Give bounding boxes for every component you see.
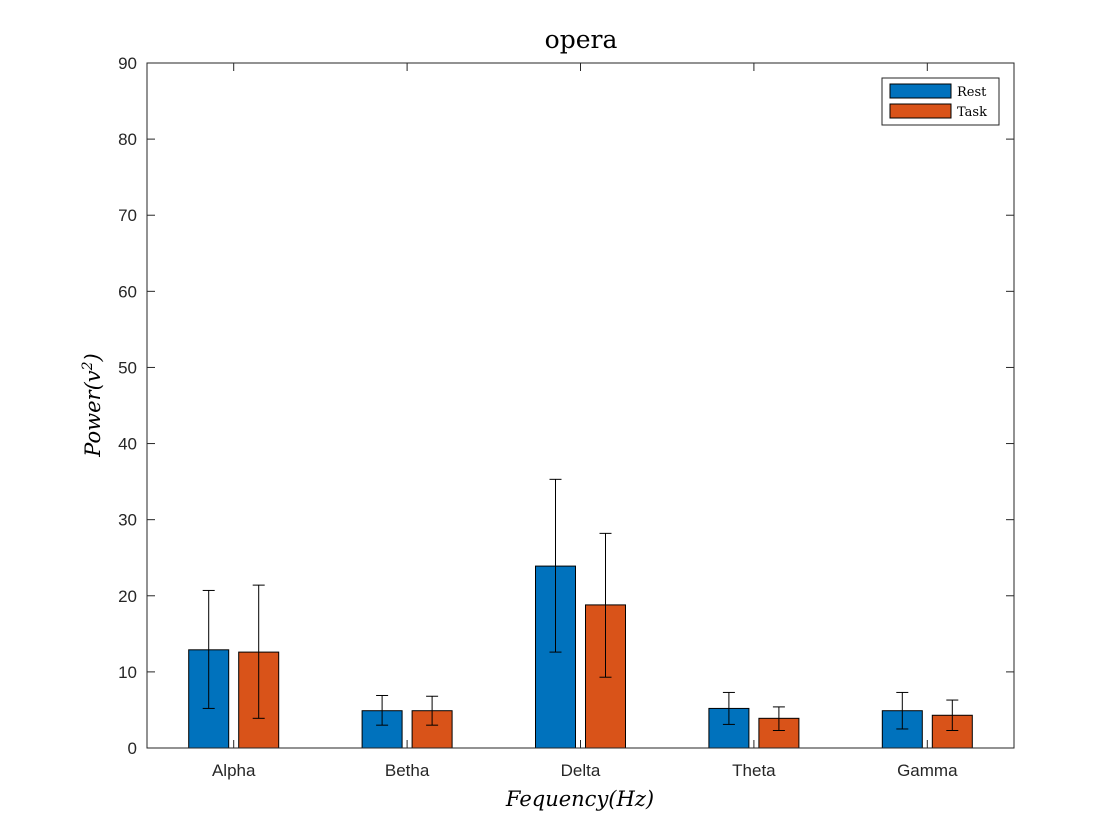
axes-frame	[146, 62, 1015, 749]
y-axis-label: Power(v2)	[80, 353, 105, 458]
legend-swatch-rest	[889, 83, 952, 99]
chart-title: opera	[545, 25, 618, 54]
y-tick-label-70: 70	[118, 206, 137, 225]
x-tick-label-theta: Theta	[732, 761, 776, 780]
legend: Rest Task	[881, 77, 1000, 126]
y-tick-label-20: 20	[118, 587, 137, 606]
y-tick-label-10: 10	[118, 663, 137, 682]
x-tick-label-betha: Betha	[385, 761, 430, 780]
x-axis-label: Fequency(Hz)	[505, 787, 654, 811]
y-tick-label-50: 50	[118, 358, 137, 377]
y-axis-label-exponent: 2	[80, 361, 96, 371]
y-tick-label-40: 40	[118, 435, 137, 454]
y-tick-label-90: 90	[118, 54, 137, 73]
bars-layer	[188, 478, 973, 749]
y-tick-label-60: 60	[118, 282, 137, 301]
legend-label-task: Task	[957, 105, 987, 120]
legend-swatch-task	[889, 103, 952, 119]
y-axis-label-prefix: Power(v	[81, 370, 105, 458]
axes-layer: Alpha Betha Delta Theta Gamma 0 10 20 30 40 50 60 70…	[118, 54, 1015, 780]
x-tick-label-gamma: Gamma	[897, 761, 958, 780]
x-tick-label-alpha: Alpha	[212, 761, 256, 780]
y-tick-label-80: 80	[118, 130, 137, 149]
plot-background	[147, 63, 1014, 748]
plot-area	[147, 63, 1014, 748]
x-tick-label-delta: Delta	[561, 761, 601, 780]
legend-label-rest: Rest	[957, 85, 987, 100]
y-tick-label-30: 30	[118, 511, 137, 530]
y-tick-label-0: 0	[128, 739, 137, 758]
y-axis-label-suffix: )	[81, 353, 105, 362]
